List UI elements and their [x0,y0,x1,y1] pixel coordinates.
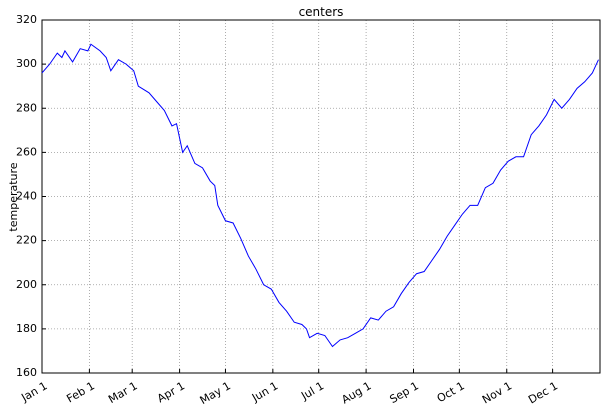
y-tick-label: 280 [16,101,37,114]
chart-title: centers [299,5,344,19]
y-tick-label: 160 [16,366,37,379]
y-tick-label: 300 [16,57,37,70]
y-tick-label: 180 [16,322,37,335]
y-tick-label: 260 [16,145,37,158]
y-axis-label: temperature [7,162,20,231]
y-tick-label: 320 [16,13,37,26]
y-tick-label: 220 [16,234,37,247]
plot-frame [41,19,601,374]
y-tick-label: 200 [16,278,37,291]
data-line [41,43,599,348]
y-tick-label: 240 [16,190,37,203]
